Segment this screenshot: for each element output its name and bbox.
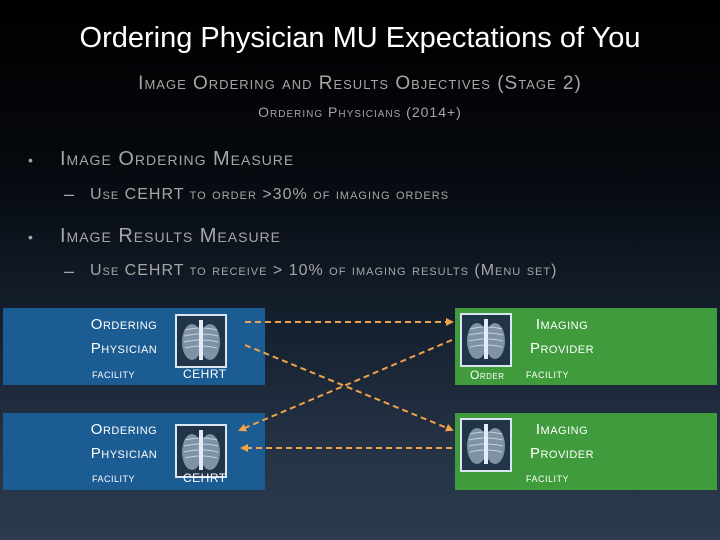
box-title-line2: Provider: [529, 340, 595, 357]
box-title: Ordering Physician: [78, 313, 170, 361]
sub-item-ordering: Use CEHRT to order >30% of imaging order…: [90, 186, 450, 203]
box-title-line2: Physician: [90, 445, 158, 462]
subtitle: Image Ordering and Results Objectives (S…: [138, 73, 582, 94]
sub-item-results: Use CEHRT to receive > 10% of imaging re…: [90, 262, 558, 279]
facility-label: facility: [526, 470, 570, 485]
xray-image-icon: [175, 314, 227, 368]
xray-image-icon: [175, 424, 227, 478]
box-title: Imaging Provider: [515, 418, 609, 466]
order-tag: Order: [470, 368, 505, 382]
bullet-marker: •: [28, 152, 33, 168]
cehrt-tag: CEHRT: [183, 471, 227, 485]
box-title-line1: Ordering: [90, 316, 158, 333]
box-title-line2: Physician: [90, 340, 158, 357]
page-title: Ordering Physician MU Expectations of Yo…: [79, 22, 641, 54]
dash-marker: –: [64, 261, 75, 281]
subtitle-secondary: Ordering Physicians (2014+): [258, 104, 462, 120]
cehrt-tag: CEHRT: [183, 367, 227, 381]
bullet-marker: •: [28, 229, 33, 245]
box-title-line1: Imaging: [535, 421, 589, 438]
facility-label: facility: [526, 366, 570, 381]
dash-marker: –: [64, 184, 75, 204]
xray-image-icon: [460, 313, 512, 367]
bullet-heading-ordering: Image Ordering Measure: [60, 148, 295, 170]
xray-image-icon: [460, 418, 512, 472]
box-title-line2: Provider: [529, 445, 595, 462]
box-title-line1: Imaging: [535, 316, 589, 333]
box-title: Imaging Provider: [515, 313, 609, 361]
bullet-heading-results: Image Results Measure: [60, 225, 281, 247]
box-title: Ordering Physician: [78, 418, 170, 466]
facility-label: facility: [92, 366, 136, 381]
facility-label: facility: [92, 470, 136, 485]
box-title-line1: Ordering: [90, 421, 158, 438]
arrow-order-diagonal-right: [244, 344, 454, 432]
arrow-result-diagonal-left: [238, 339, 453, 432]
